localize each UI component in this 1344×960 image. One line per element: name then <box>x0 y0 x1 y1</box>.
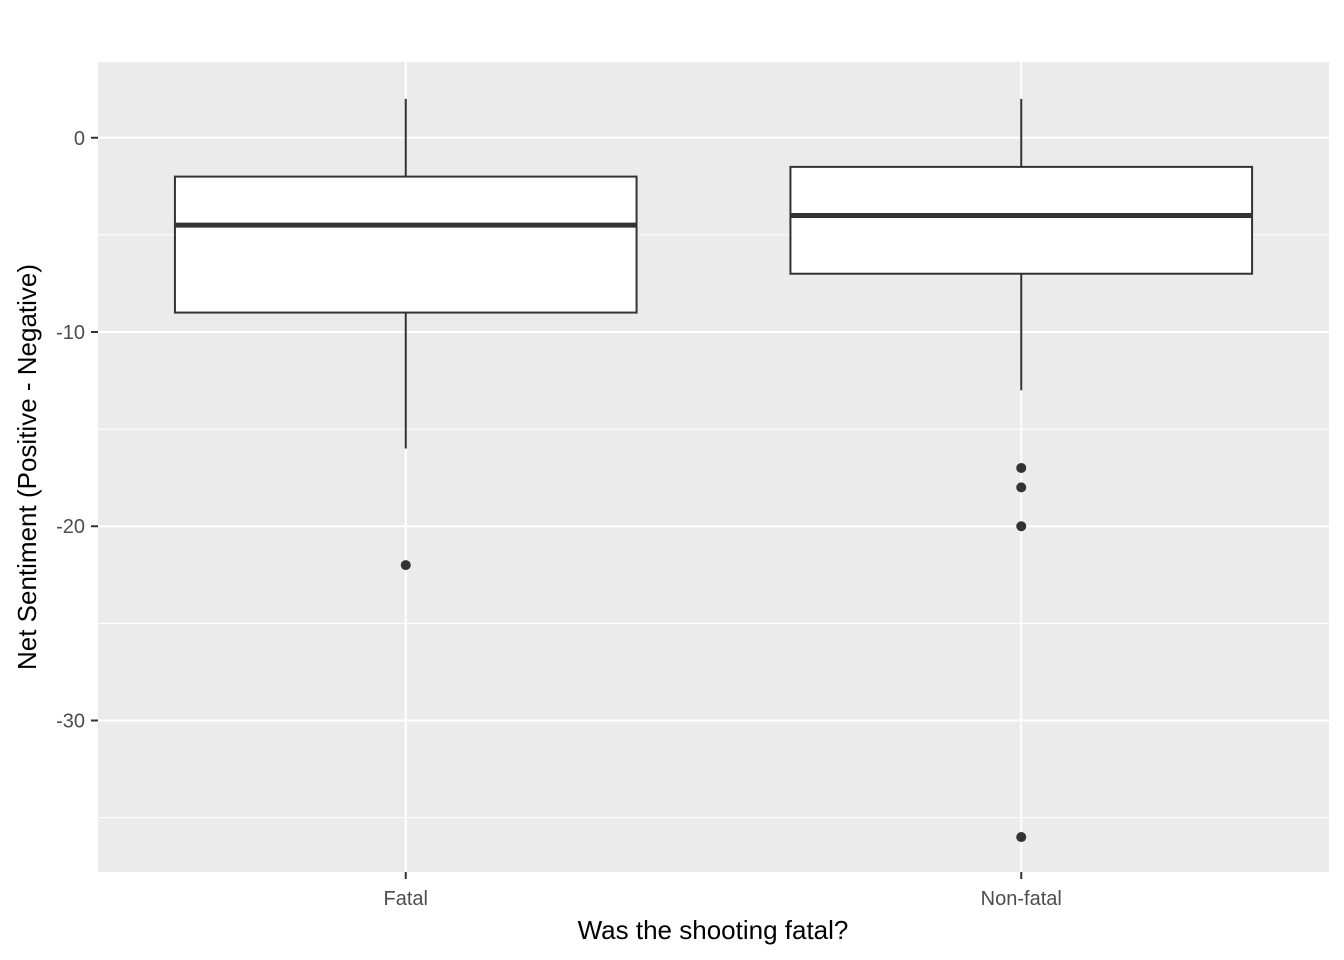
outlier-point <box>1016 462 1027 473</box>
x-tick-label: Non-fatal <box>981 888 1062 910</box>
y-tick-label: 0 <box>74 128 85 150</box>
y-tick-label: -30 <box>56 710 85 732</box>
outlier-point <box>1016 832 1027 843</box>
x-axis-ticks: Fatal Non-fatal <box>384 872 1062 910</box>
y-tick-label: -20 <box>56 516 85 538</box>
x-tick-label: Fatal <box>384 888 428 910</box>
box-fatal <box>173 98 638 571</box>
outlier-point <box>1016 482 1027 493</box>
boxes <box>173 98 1254 843</box>
iqr-box <box>789 165 1254 275</box>
y-axis-ticks: 0 -10 -20 -30 <box>56 128 98 732</box>
box-non-fatal <box>789 98 1254 843</box>
y-tick-label: -10 <box>56 322 85 344</box>
outlier-point <box>400 560 411 571</box>
iqr-box <box>173 175 638 314</box>
y-axis-title: Net Sentiment (Positive - Negative) <box>12 264 42 670</box>
x-axis-title: Was the shooting fatal? <box>578 915 849 945</box>
outlier-point <box>1016 521 1027 532</box>
